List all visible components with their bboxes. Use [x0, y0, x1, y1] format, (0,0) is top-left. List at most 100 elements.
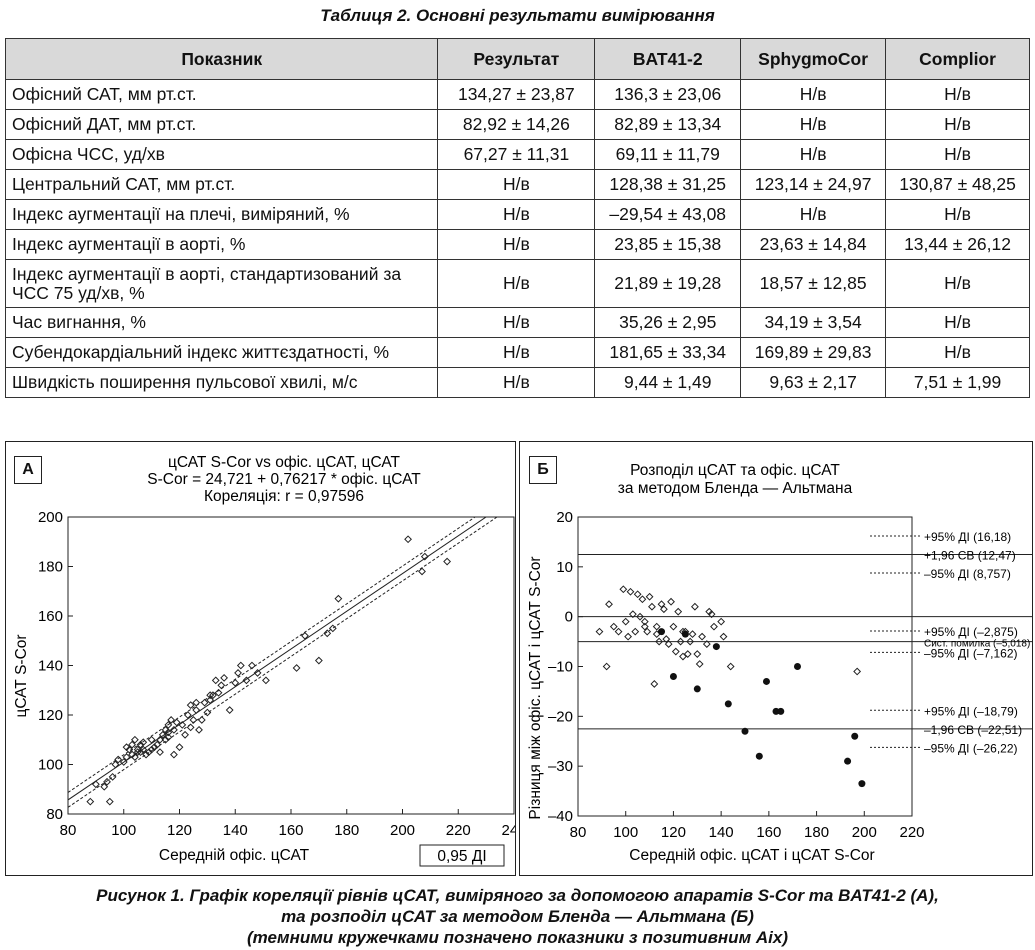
- data-point-open: [605, 600, 613, 609]
- table-caption: Таблиця 2. Основні результати вимірюванн…: [320, 6, 715, 25]
- ci-upper-line: [68, 517, 476, 793]
- column-header: Показник: [4, 38, 439, 80]
- data-point-open: [636, 612, 644, 621]
- data-point: [103, 777, 111, 786]
- data-point: [192, 706, 201, 714]
- data-point: [136, 748, 145, 757]
- reference-line-label: +95% ДІ (–18,79): [924, 704, 1018, 718]
- table-cell: Н/в: [740, 199, 887, 230]
- table-row: Індекс аугментації на плечі, виміряний, …: [4, 199, 1030, 230]
- table-header-row: Показник Результат BAT41-2 SphygmoCor Co…: [4, 38, 1030, 80]
- data-point: [122, 753, 131, 761]
- data-point-filled: [851, 732, 859, 740]
- data-point-open: [628, 610, 637, 619]
- data-point: [150, 743, 159, 752]
- y-tick-label-b: –30: [548, 758, 573, 775]
- figure-caption-line: та розподіл цСАТ за методом Бленда — Аль…: [281, 907, 754, 926]
- data-point-open: [638, 595, 647, 604]
- table-cell: 23,63 ± 14,84: [740, 229, 887, 260]
- data-point-open: [669, 622, 678, 631]
- data-point-filled: [777, 707, 785, 715]
- data-point: [214, 688, 223, 697]
- column-header: SphygmoCor: [740, 38, 887, 80]
- data-point-open: [655, 637, 664, 646]
- table-cell: 130,87 ± 48,25: [885, 169, 1030, 200]
- data-point-open: [676, 637, 685, 646]
- data-point: [420, 552, 429, 561]
- x-tick-label-a: 100: [111, 822, 136, 839]
- chart-a-xlabel: Середній офіс. цСАТ: [159, 847, 310, 864]
- y-tick-label-a: 180: [38, 559, 63, 576]
- data-point-open: [717, 617, 726, 626]
- data-point-open: [609, 622, 618, 631]
- data-point: [323, 629, 332, 638]
- data-point-open: [595, 627, 604, 636]
- table-cell: 181,65 ± 33,34: [594, 337, 742, 368]
- data-point-open: [853, 667, 862, 676]
- data-point-open: [631, 627, 640, 636]
- data-point: [292, 664, 301, 672]
- chart-a-title-line: Кореляція: r = 0,97596: [204, 488, 364, 505]
- x-tick-label-b: 80: [570, 824, 587, 841]
- data-point: [170, 750, 178, 759]
- data-point: [248, 661, 256, 670]
- y-tick-label-b: –20: [548, 708, 573, 725]
- y-tick-label-a: 140: [38, 658, 63, 675]
- x-tick-label-b: 160: [756, 824, 781, 841]
- data-point: [164, 720, 173, 729]
- data-point-open: [602, 662, 611, 671]
- row-label: Швидкість поширення пульсової хвилі, м/с: [4, 367, 439, 398]
- data-point: [211, 676, 220, 685]
- data-point: [147, 745, 156, 754]
- data-point: [167, 716, 176, 724]
- x-tick-label-a: 80: [60, 822, 77, 839]
- table-cell: Н/в: [437, 199, 596, 230]
- data-point-filled: [681, 630, 689, 638]
- reference-line-label: +95% ДІ (–2,875): [924, 625, 1018, 639]
- regression-line: [68, 517, 487, 801]
- table-cell: Н/в: [437, 367, 596, 398]
- data-point: [130, 735, 139, 744]
- table-cell: 128,38 ± 31,25: [594, 169, 742, 200]
- data-point-open: [702, 640, 711, 648]
- plot-area-a: [67, 516, 515, 815]
- data-point-filled: [669, 672, 677, 680]
- data-point-open: [671, 647, 680, 656]
- table-cell: 9,63 ± 2,17: [740, 367, 887, 398]
- data-point: [119, 758, 128, 766]
- data-point: [86, 797, 95, 806]
- data-point: [209, 691, 217, 700]
- reference-line-label: +1,96 СВ (12,47): [924, 549, 1016, 563]
- x-tick-label-a: 240: [501, 822, 515, 839]
- data-point: [192, 698, 201, 707]
- data-point-filled: [858, 780, 866, 788]
- data-point: [443, 557, 452, 566]
- data-point-open: [662, 635, 671, 643]
- data-point: [172, 718, 181, 727]
- data-point: [158, 730, 167, 739]
- data-point-open: [619, 585, 628, 594]
- reference-line-label: –95% ДІ (–26,22): [924, 741, 1018, 755]
- data-point-open: [707, 610, 716, 619]
- ci-lower-line: [68, 517, 498, 808]
- data-point: [178, 720, 187, 729]
- data-point: [114, 755, 123, 764]
- correlation-chart: цСАТ S-Cor vs офіс. цСАТ, цСАТ S-Cor = 2…: [13, 454, 527, 867]
- data-point: [142, 750, 150, 759]
- chart-b-title-line: Розподіл цСАТ та офіс. цСАТ: [630, 462, 840, 479]
- data-point: [100, 782, 109, 791]
- data-point: [231, 678, 240, 687]
- column-header: Результат: [437, 38, 596, 80]
- table-cell: 18,57 ± 12,85: [740, 259, 887, 308]
- data-point-open: [643, 627, 652, 636]
- table-cell: Н/в: [885, 199, 1030, 230]
- results-table: Показник Результат BAT41-2 SphygmoCor Co…: [4, 38, 1030, 398]
- data-point: [253, 669, 262, 677]
- data-point: [108, 772, 117, 781]
- chart-panel-b: Б Розподіл цСАТ та офіс. цСАТ за методом…: [519, 441, 1033, 876]
- data-point: [206, 691, 215, 700]
- table-row: Офісний ДАТ, мм рт.ст. 82,92 ± 14,26 82,…: [4, 109, 1030, 140]
- table-cell: 134,27 ± 23,87: [437, 79, 596, 110]
- data-point: [189, 716, 198, 724]
- table-cell: 169,89 ± 29,83: [740, 337, 887, 368]
